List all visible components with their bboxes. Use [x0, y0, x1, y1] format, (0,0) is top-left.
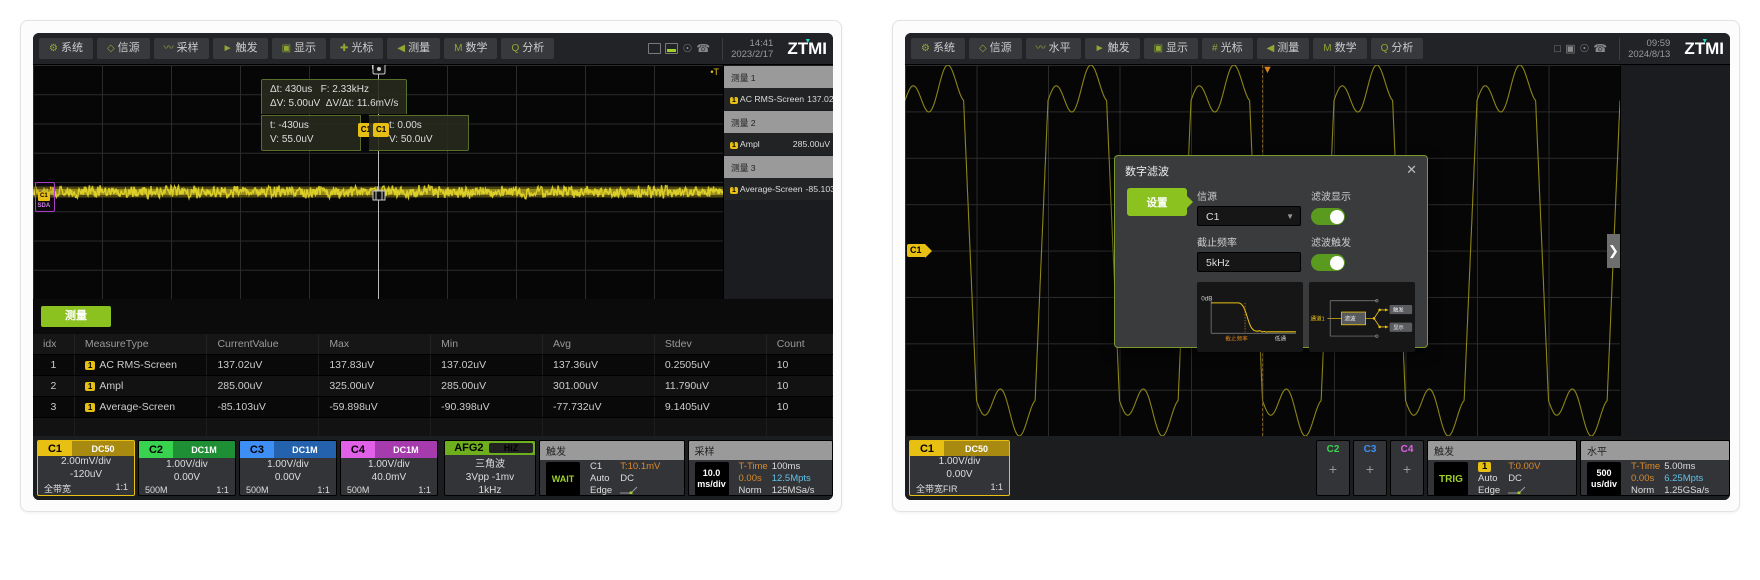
svg-text:低通: 低通 [1275, 334, 1287, 342]
svg-text:通道1: 通道1 [1310, 315, 1324, 323]
svg-text:显示: 显示 [1393, 324, 1404, 331]
svg-text:截止频率: 截止频率 [1225, 334, 1248, 342]
